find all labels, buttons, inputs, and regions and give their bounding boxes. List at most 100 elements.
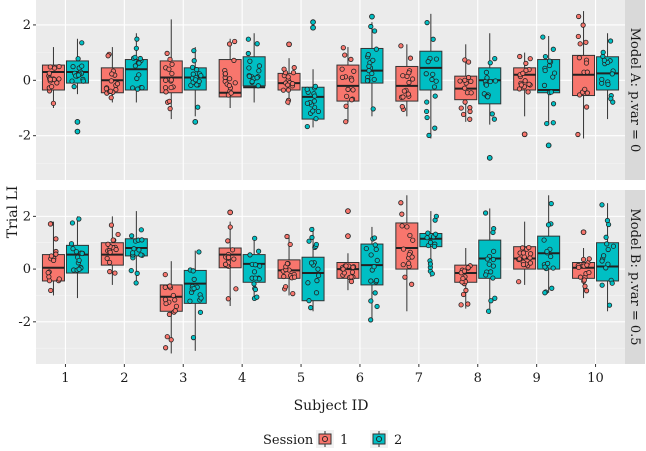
trial-point xyxy=(402,274,408,280)
trial-point xyxy=(461,268,468,274)
trial-point xyxy=(247,58,253,64)
trial-point xyxy=(136,60,142,66)
trial-point xyxy=(399,104,405,110)
trial-point xyxy=(370,106,376,112)
trial-point xyxy=(604,217,611,224)
trial-point xyxy=(106,259,113,266)
outlier-point xyxy=(310,19,316,26)
trial-point xyxy=(607,38,614,44)
trial-point xyxy=(79,40,85,46)
trial-point xyxy=(425,230,431,236)
trial-point xyxy=(162,297,169,303)
trial-point xyxy=(432,93,438,99)
trial-point xyxy=(465,301,471,307)
box-session-1 xyxy=(159,19,183,120)
trial-point xyxy=(79,250,85,257)
box-session-1 xyxy=(454,248,478,309)
trial-point xyxy=(427,239,434,245)
box-session-1 xyxy=(572,11,596,139)
trial-point xyxy=(257,263,263,269)
trial-point xyxy=(105,241,111,247)
trial-point xyxy=(460,111,467,118)
trial-point xyxy=(255,83,261,89)
trial-point xyxy=(523,60,529,66)
box-session-2 xyxy=(537,34,561,149)
trial-point xyxy=(542,290,548,296)
trial-point xyxy=(46,70,52,76)
trial-point xyxy=(304,86,310,92)
trial-point xyxy=(76,266,82,272)
trial-point xyxy=(308,260,315,266)
trial-point xyxy=(399,211,405,217)
trial-point xyxy=(313,116,319,122)
trial-point xyxy=(373,46,380,52)
trial-point xyxy=(577,41,583,47)
trial-point xyxy=(599,258,605,264)
trial-point xyxy=(129,233,135,239)
trial-point xyxy=(256,68,262,74)
trial-point xyxy=(246,65,252,71)
trial-point xyxy=(462,99,468,105)
trial-point xyxy=(467,105,473,111)
trial-point xyxy=(423,71,429,77)
trial-point xyxy=(483,69,490,75)
trial-point xyxy=(518,82,524,88)
trial-point xyxy=(548,253,554,260)
trial-point xyxy=(226,82,232,89)
trial-point xyxy=(398,200,404,206)
trial-point xyxy=(604,241,610,247)
trial-point xyxy=(371,264,377,270)
trial-point xyxy=(610,99,616,105)
trial-point xyxy=(344,93,350,99)
trial-point xyxy=(47,64,53,70)
box-session-2 xyxy=(596,202,620,312)
outlier-point xyxy=(521,131,528,138)
trial-point xyxy=(605,246,611,253)
trial-point xyxy=(75,56,81,62)
legend-label: 2 xyxy=(394,433,402,448)
trial-point xyxy=(68,241,75,247)
trial-point xyxy=(490,263,496,269)
trial-point xyxy=(310,108,316,114)
trial-point xyxy=(172,297,178,303)
trial-point xyxy=(516,279,522,285)
trial-point xyxy=(69,78,75,84)
trial-point xyxy=(49,83,55,90)
outlier-point xyxy=(580,229,587,236)
trial-point xyxy=(350,264,356,270)
trial-point xyxy=(545,222,552,228)
trial-point xyxy=(490,275,496,281)
trial-point xyxy=(550,120,556,126)
trial-point xyxy=(368,317,374,323)
trial-point xyxy=(485,308,492,314)
box-session-1 xyxy=(395,195,419,312)
trial-point xyxy=(468,78,474,84)
x-axis: 1 2 3 4 5 6 7 8 9 10 xyxy=(61,364,604,386)
trial-point xyxy=(400,246,407,252)
trial-point xyxy=(576,264,582,271)
trial-point xyxy=(410,237,416,243)
trial-point xyxy=(290,70,297,76)
trial-point xyxy=(606,302,613,308)
trial-point xyxy=(285,74,291,80)
trial-point xyxy=(581,277,587,283)
trial-point xyxy=(368,252,374,258)
trial-point xyxy=(172,308,178,314)
legend-key-point xyxy=(321,435,329,443)
trial-point xyxy=(400,73,406,79)
trial-point xyxy=(342,52,348,58)
trial-point xyxy=(548,201,554,207)
trial-point xyxy=(139,85,145,91)
facet-strip xyxy=(625,0,645,180)
trial-point xyxy=(364,78,371,84)
trial-point xyxy=(405,91,411,97)
trial-point xyxy=(340,266,346,272)
trial-point xyxy=(551,70,558,76)
box-session-2 xyxy=(419,13,443,139)
trial-point xyxy=(134,86,141,92)
trial-point xyxy=(304,123,310,130)
trial-point xyxy=(247,252,253,258)
box-session-2 xyxy=(596,33,620,120)
trial-point xyxy=(580,256,587,263)
y-tick-label: -2 xyxy=(18,129,31,144)
